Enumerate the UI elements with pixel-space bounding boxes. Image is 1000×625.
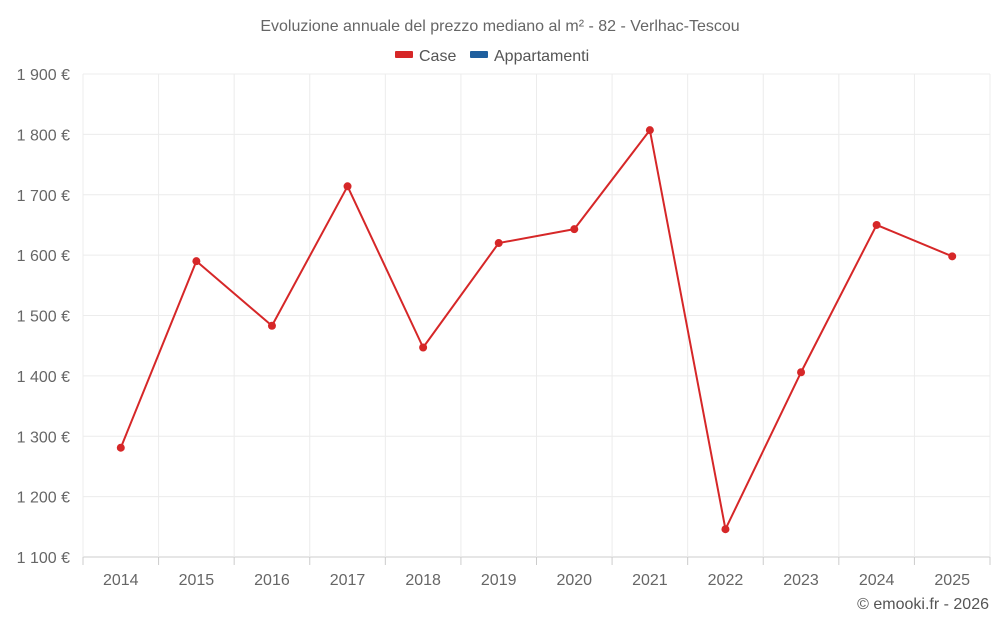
y-tick-label: 1 800 € bbox=[17, 127, 70, 144]
y-tick-label: 1 400 € bbox=[17, 369, 70, 386]
data-point-case[interactable] bbox=[267, 321, 276, 330]
data-point-case[interactable] bbox=[797, 368, 806, 377]
series-line-case bbox=[119, 129, 953, 531]
x-tick-label: 2024 bbox=[859, 572, 895, 589]
y-tick-label: 1 900 € bbox=[17, 67, 70, 84]
y-tick-label: 1 100 € bbox=[17, 550, 70, 567]
legend-item-appartamenti[interactable]: Appartamenti bbox=[470, 48, 589, 65]
x-tick-label: 2014 bbox=[103, 572, 139, 589]
x-axis-ticks: 2014 2015 2016 2017 2018 2019 2020 2021 2022 2023… bbox=[82, 557, 991, 589]
credit-text: © emooki.fr - 2026 bbox=[857, 596, 989, 613]
y-axis-ticks: 1 100 € 1 200 € 1 300 € 1 400 € 1 500 € 1 600… bbox=[17, 67, 70, 567]
legend: Case Appartamenti bbox=[395, 48, 589, 65]
y-tick-label: 1 300 € bbox=[17, 429, 70, 446]
grid bbox=[82, 73, 991, 558]
data-point-case[interactable] bbox=[645, 126, 654, 135]
series-case bbox=[116, 126, 957, 534]
x-tick-label: 2018 bbox=[405, 572, 441, 589]
legend-swatch-appartamenti bbox=[470, 51, 488, 58]
legend-label-appartamenti: Appartamenti bbox=[494, 48, 589, 65]
x-tick-label: 2020 bbox=[556, 572, 592, 589]
y-tick-label: 1 700 € bbox=[17, 188, 70, 205]
x-tick-label: 2022 bbox=[708, 572, 744, 589]
x-tick-label: 2015 bbox=[179, 572, 215, 589]
data-point-case[interactable] bbox=[948, 252, 957, 261]
x-tick-label: 2025 bbox=[934, 572, 970, 589]
x-tick-label: 2021 bbox=[632, 572, 668, 589]
legend-swatch-case bbox=[395, 51, 413, 58]
x-tick-label: 2023 bbox=[783, 572, 819, 589]
data-point-case[interactable] bbox=[419, 343, 428, 352]
y-tick-label: 1 200 € bbox=[17, 490, 70, 507]
legend-label-case: Case bbox=[419, 48, 456, 65]
data-point-case[interactable] bbox=[721, 525, 730, 534]
data-point-case[interactable] bbox=[343, 182, 352, 191]
chart-title: Evoluzione annuale del prezzo mediano al… bbox=[260, 18, 739, 35]
y-tick-label: 1 600 € bbox=[17, 248, 70, 265]
x-tick-label: 2017 bbox=[330, 572, 366, 589]
x-tick-label: 2019 bbox=[481, 572, 517, 589]
data-point-case[interactable] bbox=[192, 257, 201, 266]
data-point-case[interactable] bbox=[570, 225, 579, 234]
legend-item-case[interactable]: Case bbox=[395, 48, 456, 65]
data-point-case[interactable] bbox=[116, 443, 125, 452]
data-point-case[interactable] bbox=[494, 239, 503, 248]
x-tick-label: 2016 bbox=[254, 572, 290, 589]
data-point-case[interactable] bbox=[872, 220, 881, 229]
y-tick-label: 1 500 € bbox=[17, 309, 70, 326]
